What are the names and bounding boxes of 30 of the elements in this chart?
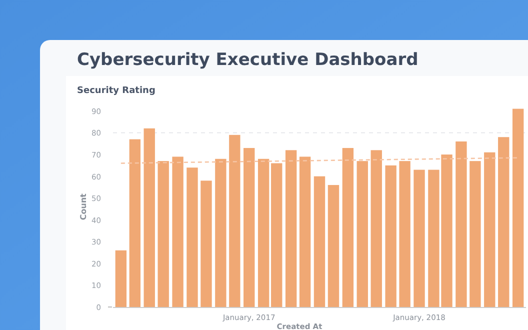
bar [172,156,184,307]
bar [385,165,396,307]
bar [115,250,127,307]
chart-title: Cybersecurity Executive Dashboard [77,50,418,70]
bar [370,150,382,307]
bar [342,148,354,307]
bar [399,161,410,307]
bar [158,161,169,307]
bar [129,139,140,307]
chart-subtitle: Security Rating [77,86,156,96]
bar [200,180,212,307]
bar [512,108,524,307]
bar [456,141,467,307]
bar [484,152,496,307]
bar [271,163,282,307]
bar [244,148,255,307]
bar [215,158,226,307]
bar [229,134,240,307]
bar [258,158,270,307]
bar [144,128,155,307]
bar [470,161,481,307]
bar [299,156,311,307]
bar [314,176,326,307]
bar [356,161,368,307]
bar [498,137,510,307]
bar [285,150,297,307]
bar [414,170,425,307]
bar [328,185,340,307]
bar [186,168,198,307]
y-axis-title: Count [79,193,88,220]
